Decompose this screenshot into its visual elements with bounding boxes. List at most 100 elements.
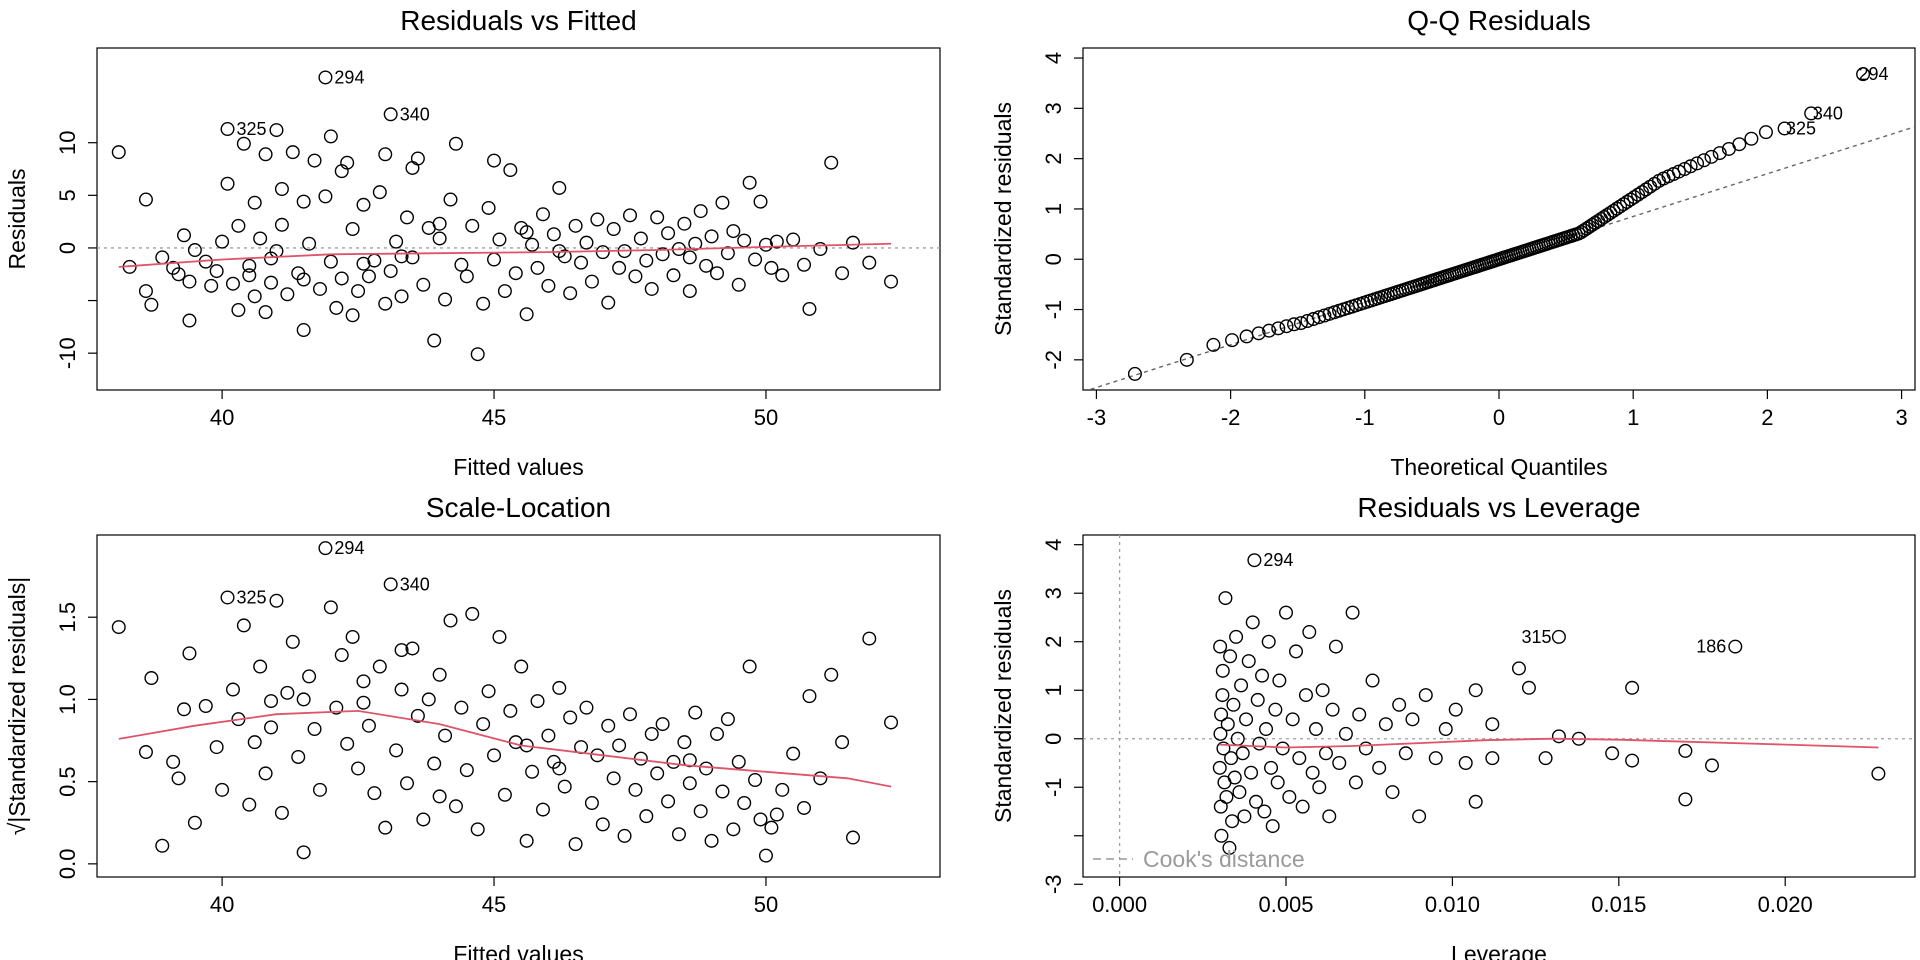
p3-point: [715, 784, 730, 799]
p1-point: [187, 243, 202, 258]
p1-point: [302, 236, 317, 251]
p3-point: [884, 715, 899, 730]
p1-point: [459, 269, 474, 284]
p4-plot-area: [1083, 535, 1915, 877]
p1-point-label: 340: [400, 104, 430, 124]
p1-point: [177, 228, 192, 243]
p4-point: [1385, 785, 1400, 800]
p1-point: [383, 264, 398, 279]
p1-panel: Residuals vs Fitted 40 45 50 -10 0 5 10 Fitted v…: [4, 5, 941, 480]
p3-point: [443, 613, 458, 628]
p1-point: [737, 233, 752, 248]
p3-point: [198, 699, 213, 714]
p4-point: [1308, 722, 1323, 737]
p1-point: [438, 292, 453, 307]
p1-point: [296, 272, 311, 287]
p2-x-tick-label: 0: [1493, 405, 1505, 430]
p4-point: [1325, 702, 1340, 717]
p3-point: [258, 766, 273, 781]
p4-point: [1438, 722, 1453, 737]
p3-point: [639, 809, 654, 824]
p1-point: [405, 250, 420, 265]
p3-point: [166, 754, 181, 769]
p4-point: [1250, 692, 1265, 707]
p3-point: [704, 833, 719, 848]
p2-point: [1613, 199, 1628, 214]
p4-y-tick-label: -1: [1041, 777, 1066, 797]
p4-y-tick-label: 0: [1041, 733, 1066, 745]
p4-point: [1551, 629, 1566, 644]
p4-point: [1625, 753, 1640, 768]
p3-point: [171, 771, 186, 786]
p1-point: [236, 136, 251, 151]
p1-point: [138, 284, 153, 299]
p4-plot-box: [1082, 534, 1916, 878]
p3-point: [296, 845, 311, 860]
p1-point: [253, 231, 268, 246]
p1-point: [378, 296, 393, 311]
p3-point: [487, 748, 502, 763]
p3-point: [786, 746, 801, 761]
p1-point: [519, 307, 534, 322]
p4-y-tick-label: 1: [1041, 684, 1066, 696]
p3-point-label: 294: [334, 538, 364, 558]
p1-point: [312, 281, 327, 296]
p2-point: [1620, 194, 1635, 209]
p1-point: [345, 221, 360, 236]
p1-point: [824, 155, 839, 170]
p2-y-tick-label: 4: [1041, 52, 1066, 64]
p3-point: [644, 726, 659, 741]
p2-qq-line: [1086, 126, 1915, 390]
p4-point: [1468, 683, 1483, 698]
p1-point: [372, 185, 387, 200]
p2-point: [1704, 149, 1719, 164]
p3-point: [470, 822, 485, 837]
p3-point: [394, 643, 409, 658]
p4-point: [1239, 712, 1254, 727]
p1-point: [497, 284, 512, 299]
p3-point: [655, 717, 670, 732]
p1-point: [845, 235, 860, 250]
p3-point: [361, 718, 376, 733]
p4-point: [1468, 794, 1483, 809]
p1-point: [220, 176, 235, 191]
p3-panel: Scale-Location 40 45 50 0.0 0.5 1.0 1.5 Fitted v…: [4, 492, 941, 960]
p4-point: [1305, 765, 1320, 780]
p3-point: [280, 685, 295, 700]
p4-smooth-line: [1219, 737, 1879, 749]
p2-point: [1225, 333, 1240, 348]
p1-y-label: Residuals: [4, 169, 30, 270]
p1-point: [525, 237, 540, 252]
p4-point: [1312, 780, 1327, 795]
p3-point: [671, 827, 686, 842]
p3-point: [622, 707, 637, 722]
p2-point: [1696, 153, 1711, 168]
p3-point: [688, 705, 703, 720]
p1-point: [639, 253, 654, 268]
p4-point: [1214, 707, 1229, 722]
p1-point: [340, 155, 355, 170]
p2-point: [1127, 366, 1142, 381]
p3-point: [378, 820, 393, 835]
p1-point: [155, 250, 170, 265]
p1-point: [182, 313, 197, 328]
p3-point: [209, 740, 224, 755]
p1-point: [454, 257, 469, 272]
p2-point: [1777, 121, 1792, 136]
p3-point: [291, 749, 306, 764]
p3-point: [579, 700, 594, 715]
p4-point: [1241, 654, 1256, 669]
p1-point: [487, 252, 502, 267]
p1-point: [742, 175, 757, 190]
p4-point: [1398, 746, 1413, 761]
p1-point: [595, 245, 610, 260]
p3-point: [356, 695, 371, 710]
p3-point: [220, 590, 235, 605]
p4-point: [1372, 760, 1387, 775]
p4-title: Residuals vs Leverage: [1357, 492, 1640, 523]
p3-plot-area: [111, 541, 899, 863]
p1-point: [704, 229, 719, 244]
p1-point: [323, 129, 338, 144]
p2-point: [1631, 187, 1646, 202]
